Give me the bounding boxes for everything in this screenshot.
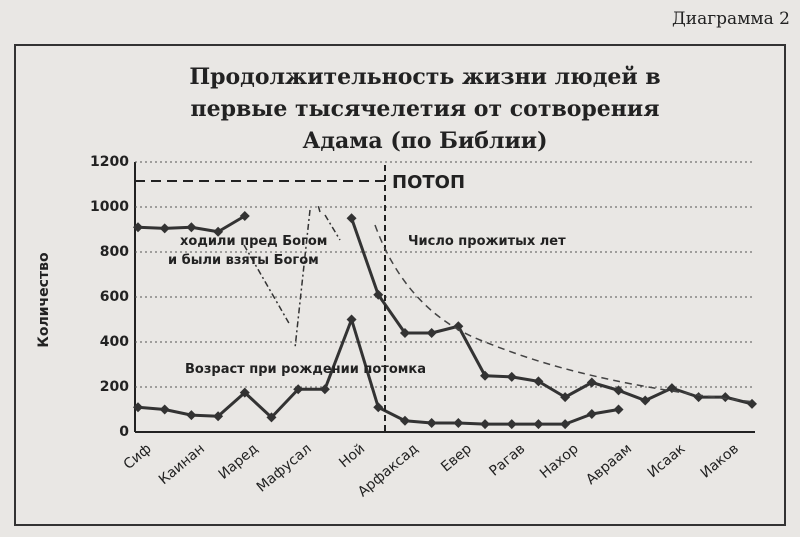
arrows xyxy=(243,204,341,349)
point xyxy=(346,213,357,224)
y-tick-label: 200 xyxy=(100,379,129,395)
point xyxy=(213,226,224,237)
point xyxy=(426,418,437,428)
point xyxy=(640,395,651,406)
point xyxy=(186,222,197,233)
y-tick-label: 400 xyxy=(100,334,129,350)
chart-title: первые тысячелетия от сотворения xyxy=(191,96,660,122)
point xyxy=(319,384,330,395)
y-tick-label: 1200 xyxy=(90,154,129,170)
x-tick-label: Евер xyxy=(438,441,475,476)
annotation: ПОТОП xyxy=(392,172,465,193)
point xyxy=(399,328,410,338)
point xyxy=(613,404,624,415)
point xyxy=(560,392,571,403)
y-tick-label: 0 xyxy=(119,424,129,440)
annotation: и были взяты Богом xyxy=(168,253,319,268)
chart-title: Адама (по Библии) xyxy=(302,128,547,154)
point xyxy=(266,412,277,423)
point xyxy=(453,418,464,428)
point xyxy=(239,387,250,398)
point xyxy=(373,402,384,413)
point xyxy=(159,223,170,234)
x-tick-label: Иаред xyxy=(216,441,262,483)
x-tick-label: Мафусал xyxy=(254,441,315,496)
frame xyxy=(14,44,786,526)
legend-label: Число прожитых лет xyxy=(408,234,566,249)
plot: 0 200 400 600 800 1000 1200 Сиф Каинан ИаредМафус… xyxy=(90,154,757,500)
x-tick-label: Рагав xyxy=(486,441,528,480)
y-tick-label: 800 xyxy=(100,244,129,260)
y-tick-label: 600 xyxy=(100,289,129,305)
point xyxy=(133,222,143,233)
point xyxy=(747,398,757,409)
y-axis-label: Количество xyxy=(36,252,52,348)
x-tick-label: Сиф xyxy=(121,441,155,473)
point xyxy=(586,409,597,419)
trend-line xyxy=(374,224,756,403)
point xyxy=(346,314,357,325)
point xyxy=(613,385,624,396)
point xyxy=(239,211,250,221)
point xyxy=(693,392,704,403)
point xyxy=(480,419,491,430)
y-tick-label: 1000 xyxy=(90,199,129,215)
x-tick-label: Каинан xyxy=(156,441,208,488)
point xyxy=(293,384,304,395)
point xyxy=(399,415,410,426)
point xyxy=(186,410,197,421)
point xyxy=(373,289,384,300)
x-tick-label: Иаков xyxy=(698,441,742,482)
x-tick-label: Авраам xyxy=(583,441,635,488)
annotation: ходили пред Богом xyxy=(180,234,327,249)
caption: Диаграмма 2 xyxy=(672,9,790,29)
x-tick-label: Исаак xyxy=(645,441,689,481)
point xyxy=(560,419,571,430)
point xyxy=(159,404,170,415)
point xyxy=(480,370,491,381)
chart-title: Продолжительность жизни людей в xyxy=(189,64,660,90)
point xyxy=(506,419,517,430)
x-tick-label: Нахор xyxy=(537,441,582,482)
point xyxy=(586,377,597,388)
point xyxy=(533,376,544,387)
point xyxy=(133,402,143,413)
x-tick-label: Ной xyxy=(336,441,368,471)
point xyxy=(506,371,517,382)
point xyxy=(426,328,437,338)
point xyxy=(720,392,731,403)
point xyxy=(533,419,544,430)
point xyxy=(213,411,224,422)
legend-label: Возраст при рождении потомка xyxy=(185,362,426,377)
